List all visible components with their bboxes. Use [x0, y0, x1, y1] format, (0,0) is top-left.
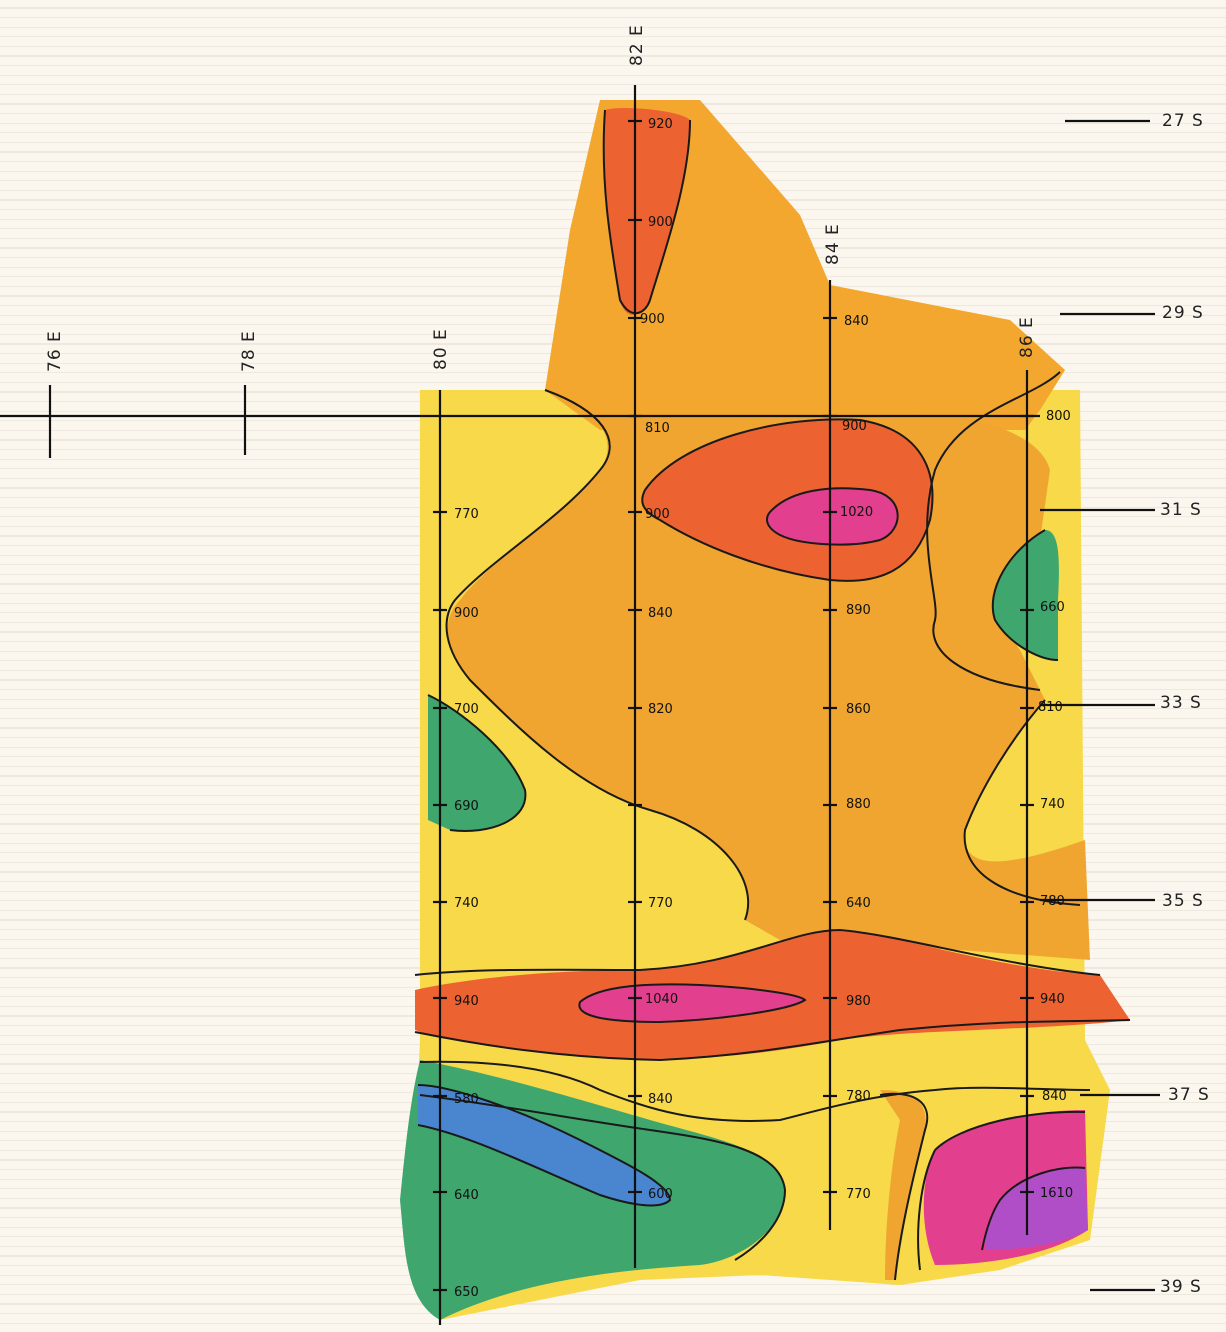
contour-31s-ring: [641, 418, 934, 582]
reading-label: 650: [454, 1285, 479, 1300]
contour-east-upper: [926, 371, 1061, 691]
reading-label: 1020: [840, 505, 873, 520]
station-readings: 920 900 900 840 810 900 800 770 900 1020…: [454, 117, 1073, 1300]
orange-region-center: [447, 390, 1090, 960]
contour-upper-west: [445, 389, 750, 921]
green-region-80e-34s: [428, 695, 526, 831]
easting-label-84e: 84 E: [823, 223, 843, 265]
red-region-north: [603, 108, 690, 315]
contour-37s-yellow: [419, 1060, 1091, 1122]
reading-label: 580: [454, 1092, 479, 1107]
reading-label: 840: [648, 606, 673, 621]
reading-label: 890: [846, 603, 871, 618]
reading-label: 660: [1040, 600, 1065, 615]
easting-label-76e: 76 E: [45, 330, 65, 372]
reading-label: 690: [454, 799, 479, 814]
reading-label: 770: [648, 896, 673, 911]
reading-label: 980: [846, 994, 871, 1009]
reading-label: 840: [844, 314, 869, 329]
contour-36s-top: [414, 928, 1101, 976]
reading-label: 810: [645, 421, 670, 436]
northing-label-37s: 37 S: [1168, 1085, 1210, 1105]
easting-label-78e: 78 E: [239, 330, 259, 372]
orange-region-south: [880, 1090, 926, 1280]
contour-green-ne: [991, 529, 1059, 661]
reading-label: 900: [645, 507, 670, 522]
contour-east-mid: [963, 699, 1081, 906]
reading-label: 640: [846, 896, 871, 911]
northing-label-31s: 31 S: [1160, 500, 1202, 520]
reading-label: 800: [1046, 409, 1071, 424]
contour-31s-high: [766, 487, 899, 546]
contour-se-purple: [981, 1166, 1086, 1251]
easting-label-86e: 86 E: [1017, 316, 1037, 358]
reading-label: 940: [454, 994, 479, 1009]
easting-label-80e: 80 E: [431, 328, 451, 370]
northing-label-35s: 35 S: [1162, 891, 1204, 911]
northing-label-29s: 29 S: [1162, 303, 1204, 323]
northing-label-27s: 27 S: [1162, 111, 1204, 131]
contour-se-magenta: [917, 1110, 1086, 1271]
reading-label: 740: [1040, 797, 1065, 812]
contour-green-s: [419, 1094, 787, 1261]
contour-se-orange: [879, 1092, 929, 1281]
reading-label: 840: [1042, 1089, 1067, 1104]
reading-label: 900: [648, 215, 673, 230]
reading-label: 880: [846, 797, 871, 812]
reading-label: 770: [846, 1187, 871, 1202]
reading-label: 770: [454, 507, 479, 522]
reading-label: 780: [846, 1089, 871, 1104]
reading-label: 600: [648, 1187, 673, 1202]
northing-label-33s: 33 S: [1160, 693, 1202, 713]
reading-label: 700: [454, 702, 479, 717]
reading-label: 1610: [1040, 1186, 1073, 1201]
reading-label: 860: [846, 702, 871, 717]
reading-label: 780: [1040, 894, 1065, 909]
purple-region-se: [985, 1167, 1088, 1250]
northing-label-39s: 39 S: [1160, 1277, 1202, 1297]
reading-label: 900: [640, 312, 665, 327]
magenta-region-31s: [767, 488, 898, 545]
reading-label: 1040: [645, 992, 678, 1007]
survey-grid-axes: [0, 85, 1160, 1325]
reading-label: 940: [1040, 992, 1065, 1007]
reading-label: 900: [842, 419, 867, 434]
easting-label-82e: 82 E: [627, 24, 647, 66]
reading-label: 810: [1038, 700, 1063, 715]
color-fills: [400, 100, 1130, 1320]
reading-label: 740: [454, 896, 479, 911]
reading-label: 820: [648, 702, 673, 717]
contour-36s-high: [578, 983, 807, 1024]
reading-label: 920: [648, 117, 673, 132]
reading-label: 900: [454, 606, 479, 621]
contour-green-w: [427, 694, 527, 832]
grid-labels: 76 E 78 E 80 E 82 E 84 E 86 E 27 S 29 S …: [45, 24, 1210, 1297]
reading-label: 640: [454, 1188, 479, 1203]
blue-region-37s: [418, 1085, 670, 1206]
reading-label: 840: [648, 1092, 673, 1107]
contour-north-tongue: [602, 109, 691, 315]
